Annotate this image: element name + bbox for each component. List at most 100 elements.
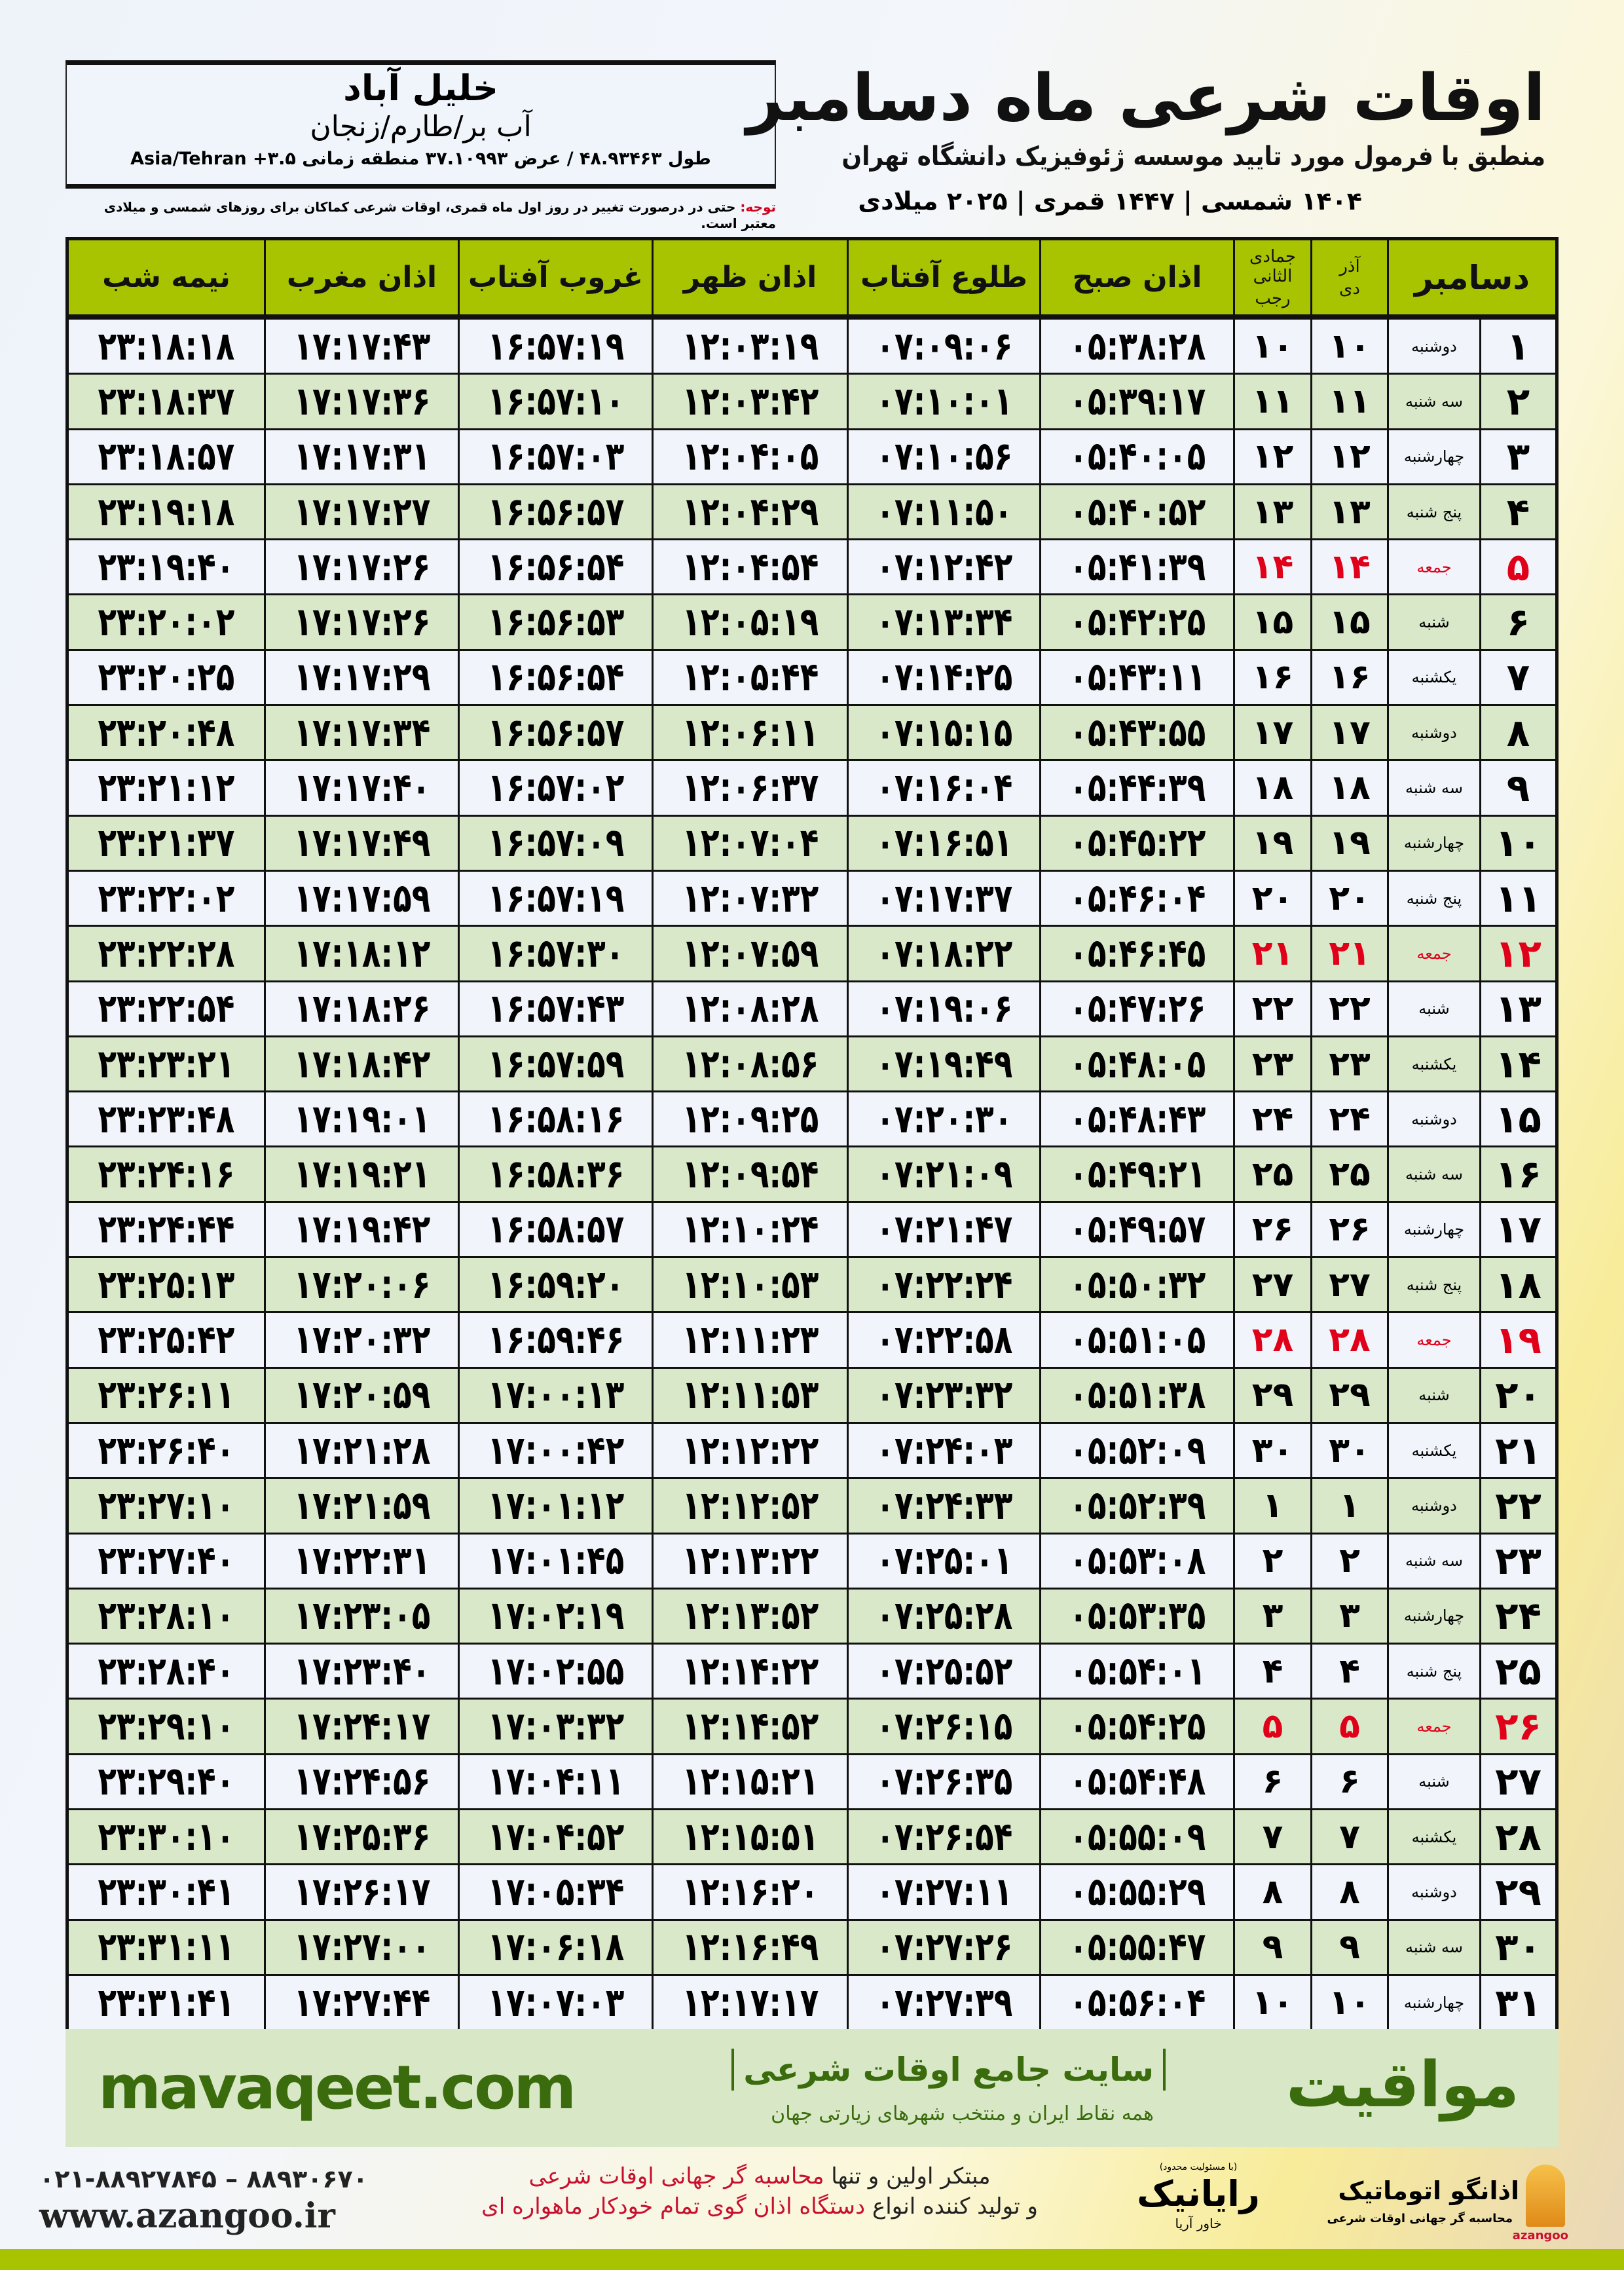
cell-solar-day: ۲۳ — [1310, 1037, 1387, 1091]
day-value: ۶ — [1506, 600, 1530, 645]
cell-weekday: دوشنبه — [1387, 320, 1479, 373]
weekday-value: سه شنبه — [1405, 1165, 1464, 1184]
maghrib-value: ۱۷:۱۷:۲۶ — [293, 544, 430, 590]
cell-sunrise: ۰۷:۱۰:۵۶ — [847, 430, 1039, 483]
cell-hijri-day: ۲۷ — [1233, 1258, 1310, 1312]
solar-day-value: ۱۰ — [1329, 326, 1371, 366]
cell-maghrib: ۱۷:۱۷:۴۹ — [264, 816, 458, 870]
page-title: اوقات شرعی ماه دسامبر — [746, 61, 1545, 136]
cell-fajr: ۰۵:۵۰:۳۲ — [1039, 1258, 1233, 1312]
cell-maghrib: ۱۷:۱۸:۲۶ — [264, 982, 458, 1035]
cell-zuhr: ۱۲:۰۸:۵۶ — [652, 1037, 847, 1091]
cell-hijri-day: ۲۴ — [1233, 1092, 1310, 1146]
hijri-day-value: ۶ — [1262, 1762, 1283, 1802]
cell-weekday: جمعه — [1387, 927, 1479, 980]
hijri-day-value: ۸ — [1262, 1872, 1283, 1912]
cell-weekday: سه شنبه — [1387, 761, 1479, 815]
solar-day-value: ۱۷ — [1329, 713, 1371, 753]
cell-maghrib: ۱۷:۱۹:۰۱ — [264, 1092, 458, 1146]
fajr-value: ۰۵:۵۴:۰۱ — [1069, 1648, 1206, 1694]
cell-fajr: ۰۵:۴۹:۵۷ — [1039, 1202, 1233, 1257]
cell-midnight: ۲۳:۲۳:۲۱ — [69, 1037, 264, 1090]
cell-maghrib: ۱۷:۱۷:۴۳ — [264, 320, 458, 373]
cell-sunset: ۱۷:۰۵:۳۴ — [458, 1865, 652, 1919]
header-sunset: غروب آفتاب — [458, 240, 652, 314]
cell-midnight: ۲۳:۲۵:۴۲ — [69, 1313, 264, 1366]
azangoo-url[interactable]: www.azangoo.ir — [39, 2196, 335, 2236]
maghrib-value: ۱۷:۲۳:۴۰ — [293, 1648, 430, 1694]
cell-hijri-day: ۳ — [1233, 1589, 1310, 1643]
weekday-value: جمعه — [1416, 944, 1452, 963]
rayanik-name: رایانیک — [1137, 2173, 1260, 2214]
cell-solar-day: ۳۰ — [1310, 1423, 1387, 1478]
zuhr-value: ۱۲:۰۴:۰۵ — [682, 434, 819, 480]
weekday-value: دوشنبه — [1411, 1496, 1457, 1515]
day-value: ۲۵ — [1495, 1648, 1541, 1694]
cell-zuhr: ۱۲:۰۵:۱۹ — [652, 595, 847, 649]
solar-day-value: ۲ — [1339, 1541, 1360, 1581]
midnight-value: ۲۳:۲۲:۲۸ — [98, 930, 235, 977]
cell-fajr: ۰۵:۵۵:۲۹ — [1039, 1865, 1233, 1919]
cell-midnight: ۲۳:۲۸:۴۰ — [69, 1645, 264, 1698]
cell-sunset: ۱۶:۵۶:۵۷ — [458, 706, 652, 760]
cell-maghrib: ۱۷:۱۸:۱۲ — [264, 927, 458, 980]
cell-midnight: ۲۳:۲۲:۰۲ — [69, 872, 264, 925]
banner-subtext: همه نقاط ایران و منتخب شهرهای زیارتی جها… — [771, 2102, 1154, 2125]
sunset-value: ۱۶:۵۹:۴۶ — [487, 1316, 624, 1363]
cell-midnight: ۲۳:۲۶:۱۱ — [69, 1369, 264, 1422]
cell-maghrib: ۱۷:۲۶:۱۷ — [264, 1865, 458, 1919]
midnight-value: ۲۳:۱۸:۳۷ — [98, 378, 235, 424]
cell-fajr: ۰۵:۴۰:۰۵ — [1039, 430, 1233, 483]
calendar-years: ۱۴۰۴ شمسی | ۱۴۴۷ قمری | ۲۰۲۵ میلادی — [858, 187, 1362, 215]
weekday-value: سه شنبه — [1405, 1552, 1464, 1571]
cell-hijri-day: ۲۸ — [1233, 1313, 1310, 1367]
fajr-value: ۰۵:۴۳:۵۵ — [1069, 709, 1206, 756]
table-row: ۲۳:۲۶:۱۱ ۱۷:۲۰:۵۹ ۱۷:۰۰:۱۳ ۱۲:۱۱:۵۳ ۰۷:۲۳:۳۲… — [69, 1366, 1555, 1422]
cell-midnight: ۲۳:۱۸:۱۸ — [69, 320, 264, 373]
cell-midnight: ۲۳:۲۹:۴۰ — [69, 1755, 264, 1808]
midnight-value: ۲۳:۲۹:۱۰ — [98, 1703, 235, 1750]
rayanik-sub: خاور آریا — [1175, 2216, 1222, 2231]
fajr-value: ۰۵:۵۱:۰۵ — [1069, 1316, 1206, 1363]
cell-sunrise: ۰۷:۱۹:۴۹ — [847, 1037, 1039, 1091]
table-row: ۲۳:۲۸:۴۰ ۱۷:۲۳:۴۰ ۱۷:۰۲:۵۵ ۱۲:۱۴:۲۲ ۰۷:۲۵:۵۲… — [69, 1643, 1555, 1698]
cell-weekday: چهارشنبه — [1387, 816, 1479, 870]
cell-day: ۱۵ — [1479, 1092, 1555, 1146]
cell-fajr: ۰۵:۴۲:۲۵ — [1039, 595, 1233, 649]
cell-weekday: پنج شنبه — [1387, 485, 1479, 539]
cell-fajr: ۰۵:۵۱:۳۸ — [1039, 1368, 1233, 1422]
cell-maghrib: ۱۷:۲۴:۱۷ — [264, 1700, 458, 1753]
hijri-day-value: ۱۲ — [1251, 437, 1294, 477]
sunrise-value: ۰۷:۱۵:۱۵ — [876, 709, 1012, 756]
cell-day: ۱۷ — [1479, 1202, 1555, 1257]
hijri-day-value: ۲۲ — [1251, 989, 1294, 1029]
day-value: ۴ — [1506, 489, 1530, 534]
cell-sunset: ۱۶:۵۹:۲۰ — [458, 1258, 652, 1312]
fajr-value: ۰۵:۵۵:۰۹ — [1069, 1814, 1206, 1860]
zuhr-value: ۱۲:۰۴:۲۹ — [682, 489, 819, 535]
cell-day: ۳۰ — [1479, 1920, 1555, 1974]
hijri-day-value: ۱۷ — [1251, 713, 1294, 753]
sunrise-value: ۰۷:۱۸:۲۲ — [876, 930, 1012, 977]
solar-day-value: ۲۱ — [1329, 933, 1371, 973]
solar-day-value: ۲۳ — [1329, 1044, 1371, 1084]
cell-solar-day: ۳ — [1310, 1589, 1387, 1643]
day-value: ۳ — [1506, 434, 1530, 479]
cell-hijri-day: ۱۱ — [1233, 375, 1310, 428]
mavaqeet-url[interactable]: mavaqeet.com — [98, 2053, 576, 2123]
cell-sunrise: ۰۷:۲۱:۰۹ — [847, 1147, 1039, 1201]
header-midnight: نیمه شب — [102, 261, 231, 294]
cell-maghrib: ۱۷:۱۷:۲۹ — [264, 650, 458, 705]
fajr-value: ۰۵:۴۸:۴۳ — [1069, 1096, 1206, 1142]
hijri-day-value: ۱۵ — [1251, 603, 1294, 642]
midnight-value: ۲۳:۲۱:۳۷ — [98, 820, 235, 866]
weekday-value: دوشنبه — [1411, 723, 1457, 742]
cell-sunrise: ۰۷:۲۶:۳۵ — [847, 1755, 1039, 1809]
hijri-day-value: ۲ — [1262, 1541, 1283, 1581]
cell-day: ۵ — [1479, 540, 1555, 594]
cell-sunset: ۱۷:۰۷:۰۳ — [458, 1975, 652, 2030]
cell-solar-day: ۱۸ — [1310, 761, 1387, 815]
weekday-value: جمعه — [1416, 1330, 1452, 1349]
cell-maghrib: ۱۷:۱۷:۳۶ — [264, 375, 458, 428]
maghrib-value: ۱۷:۱۷:۳۶ — [293, 378, 430, 424]
